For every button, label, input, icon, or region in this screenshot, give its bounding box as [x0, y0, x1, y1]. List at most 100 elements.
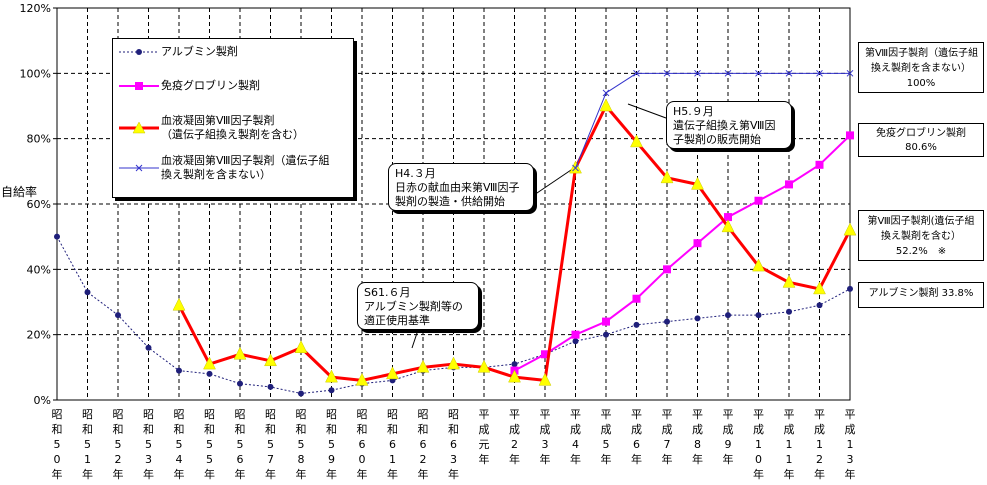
series-3 [572, 69, 854, 172]
legend-item-albumin [119, 45, 159, 62]
x-tick-char: 3 [542, 438, 549, 451]
data-point [298, 390, 304, 397]
data-point [508, 369, 521, 383]
x-tick-char: 2 [115, 453, 122, 466]
x-tick-char: 2 [816, 453, 823, 466]
x-tick-char: 1 [755, 438, 762, 451]
data-point [724, 69, 732, 77]
data-point [203, 356, 216, 370]
x-tick-char: 2 [420, 453, 427, 466]
x-tick-char: 成 [662, 423, 673, 436]
x-tick-label: 昭和 5 0 年 [52, 408, 63, 481]
data-point [694, 315, 701, 322]
x-tick-char: 平 [845, 408, 856, 421]
x-tick-char: 1 [389, 453, 396, 466]
x-tick-char: 成 [845, 423, 856, 436]
x-tick-char: 8 [298, 453, 305, 466]
x-tick-char: 平 [692, 408, 703, 421]
x-tick-label: 昭和 5 9 年 [326, 408, 337, 481]
data-point [206, 370, 213, 377]
data-point [538, 372, 552, 386]
connector-h4 [533, 167, 575, 196]
x-tick-char: 1 [786, 438, 793, 451]
x-tick-char: 5 [237, 438, 244, 451]
x-tick-label: 昭和 5 7 年 [265, 408, 276, 481]
x-tick-char: 1 [816, 438, 823, 451]
x-tick-char: 年 [631, 452, 642, 466]
x-tick-char: 3 [847, 453, 854, 466]
x-tick-char: 年 [143, 467, 154, 481]
data-point [602, 89, 610, 97]
x-tick-char: 7 [267, 453, 274, 466]
x-tick-char: 平 [479, 408, 490, 421]
x-tick-char: 和 [143, 423, 154, 436]
x-tick-char: 年 [753, 467, 764, 481]
y-tick-label: 0% [34, 394, 51, 407]
data-point [663, 265, 671, 274]
x-tick-char: 4 [176, 453, 183, 466]
x-tick-char: 9 [328, 453, 335, 466]
x-tick-char: 成 [692, 423, 703, 436]
legend-label-factor8-incl: 血液凝固第Ⅷ因子製剤 （遺伝子組換え製剤を含む） [161, 114, 304, 141]
data-point [447, 356, 460, 370]
x-tick-char: 和 [52, 423, 63, 436]
x-tick-char: 和 [418, 423, 429, 436]
x-tick-char: 5 [267, 438, 274, 451]
data-point [846, 69, 854, 77]
data-point [115, 312, 121, 319]
data-point-stroke [846, 69, 854, 77]
x-tick-label: 昭和 5 6 年 [235, 408, 246, 481]
data-point [328, 387, 335, 394]
x-tick-char: 年 [174, 467, 185, 481]
x-tick-char: 成 [570, 423, 581, 436]
x-tick-char: 昭 [204, 408, 215, 421]
x-tick-char: 6 [237, 453, 244, 466]
x-tick-char: 昭 [174, 408, 185, 421]
x-tick-char: 2 [511, 438, 518, 451]
series-line [575, 72, 850, 169]
data-point [477, 359, 491, 373]
y-tick-label: 80% [27, 133, 51, 146]
x-tick-label: 昭和 5 8 年 [296, 408, 307, 481]
x-tick-char: 昭 [113, 408, 124, 421]
x-tick-char: 年 [326, 467, 337, 481]
x-tick-char: 平 [509, 408, 520, 421]
x-tick-char: 0 [54, 453, 61, 466]
x-tick-char: 年 [204, 467, 215, 481]
x-tick-label: 平成 1 3 年 [845, 408, 856, 481]
x-tick-char: 昭 [82, 408, 93, 421]
legend-item-immunoglobulin [119, 79, 159, 96]
x-tick-char: 年 [387, 467, 398, 481]
x-tick-char: 年 [448, 467, 459, 481]
data-point [294, 340, 308, 353]
x-tick-char: 成 [723, 423, 734, 436]
x-tick-char: 年 [692, 452, 703, 466]
data-point [54, 233, 60, 240]
legend: アルブミン製剤 免疫グロブリン製剤 血液凝固第Ⅷ因子製剤 （遺伝子組換え製剤を含… [112, 38, 354, 198]
x-tick-char: 昭 [296, 408, 307, 421]
data-point [84, 289, 91, 296]
data-point [843, 222, 857, 236]
data-point [176, 367, 182, 374]
data-point [602, 317, 610, 326]
data-point [572, 338, 579, 345]
data-point [630, 134, 643, 148]
y-tick-label: 60% [27, 198, 51, 211]
x-tick-char: 3 [145, 453, 152, 466]
x-tick-char: 5 [206, 453, 213, 466]
x-tick-char: 9 [725, 438, 732, 451]
connector-s61 [411, 329, 419, 349]
x-tick-char: 昭 [235, 408, 246, 421]
x-tick-label: 昭和 5 3 年 [143, 408, 154, 481]
data-point [511, 361, 518, 368]
x-tick-char: 成 [509, 423, 520, 436]
x-tick-char: 年 [235, 467, 246, 481]
series-group [54, 69, 857, 397]
x-tick-char: 5 [84, 438, 91, 451]
x-tick-char: 和 [204, 423, 215, 436]
data-point [816, 302, 823, 309]
x-tick-char: 年 [601, 452, 612, 466]
data-point [633, 321, 640, 328]
data-point [264, 353, 277, 367]
